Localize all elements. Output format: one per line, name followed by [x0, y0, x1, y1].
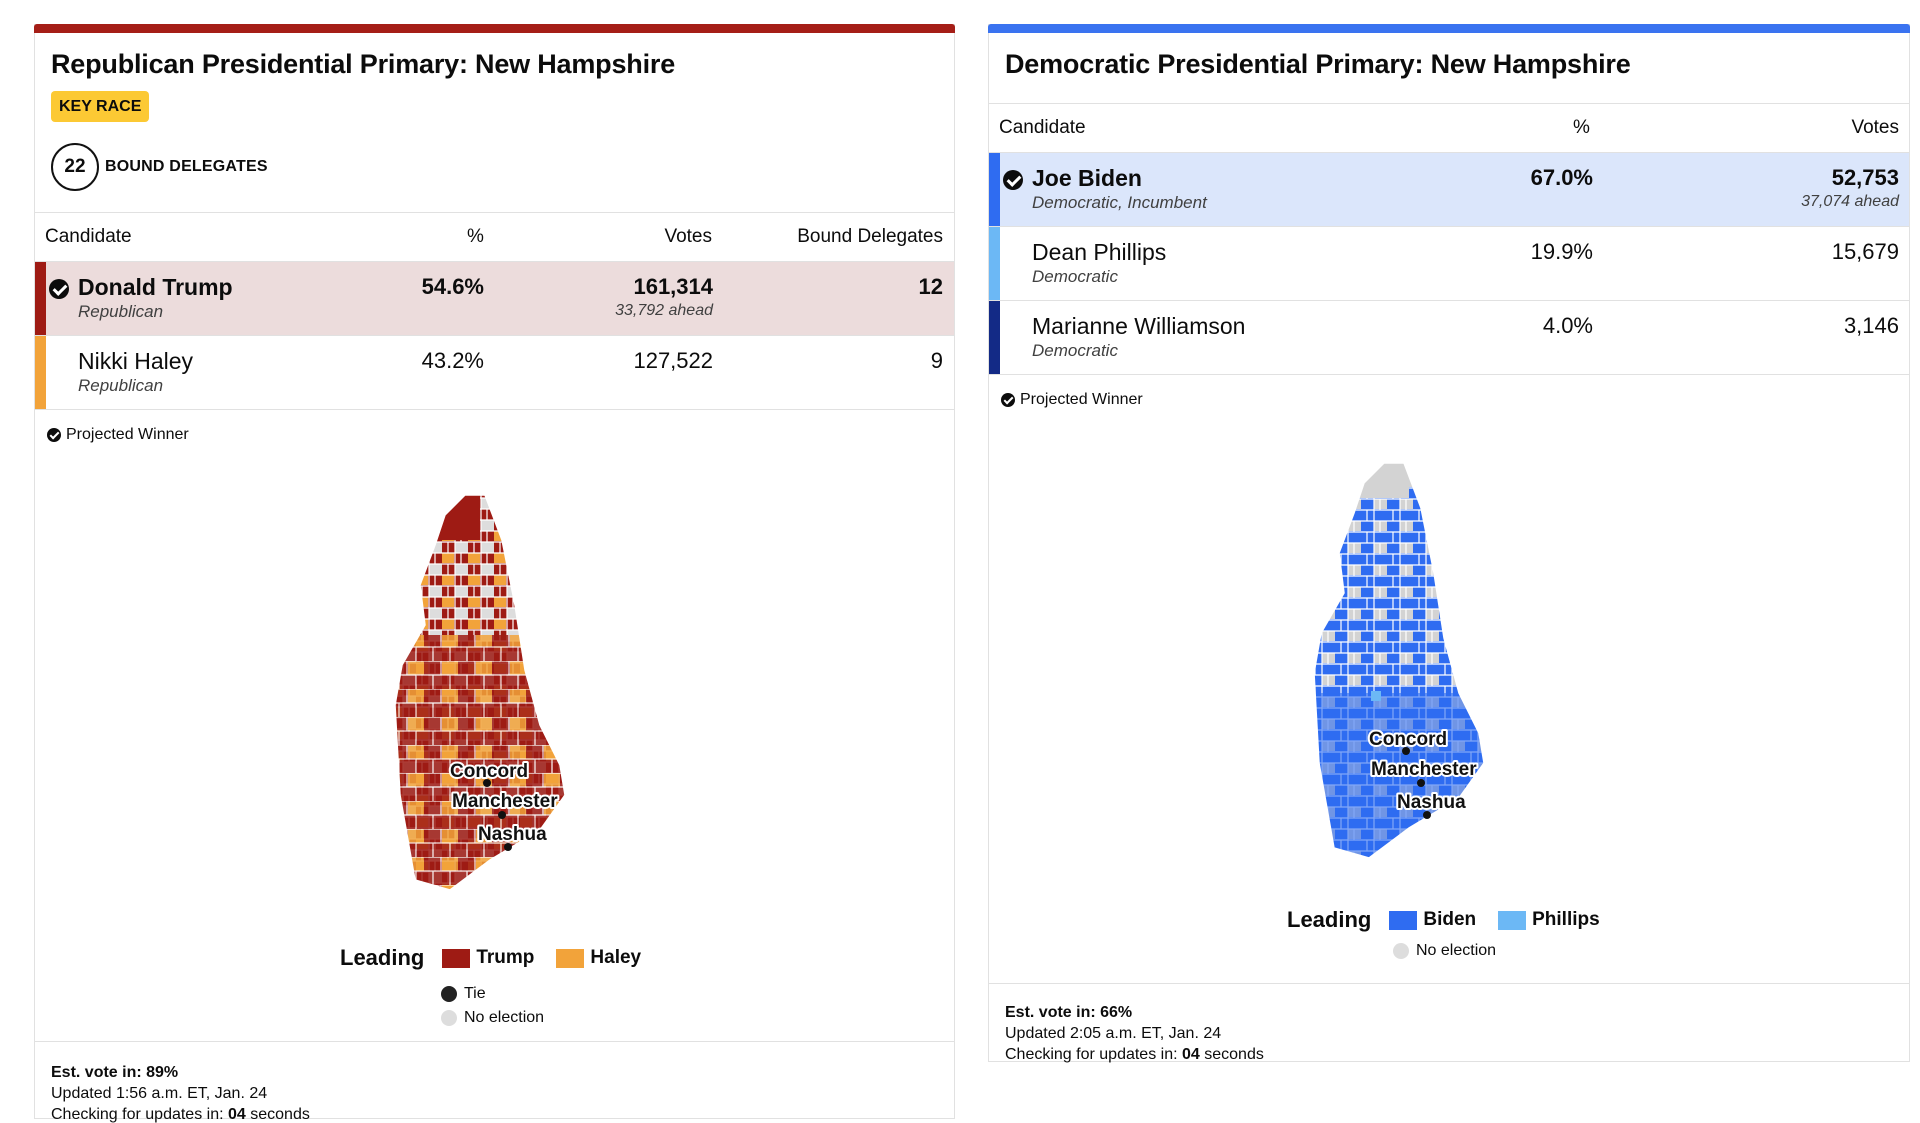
results-table-header: Candidate % Votes [989, 103, 1909, 153]
candidate-party: Democratic, Incumbent [1032, 193, 1207, 212]
map-legend: Leading Biden Phillips [1287, 907, 1622, 933]
candidate-votes: 3,146 [1843, 313, 1899, 338]
candidate-color-stripe [35, 336, 46, 409]
candidate-row-phillips[interactable]: Dean Phillips Democratic 19.9% 15,679 [989, 227, 1909, 301]
democratic-results-panel: Democratic Presidential Primary: New Ham… [988, 24, 1910, 1063]
legend-item-no-election: No election [441, 1006, 544, 1030]
candidate-percent: 54.6% [421, 274, 484, 299]
results-footer: Est. vote in: 89% Updated 1:56 a.m. ET, … [35, 1041, 954, 1123]
legend-item-no-election: No election [1393, 939, 1496, 963]
page-title: Democratic Presidential Primary: New Ham… [1005, 49, 1631, 79]
projected-winner-check-icon [1003, 170, 1023, 190]
candidate-color-stripe [989, 301, 1000, 374]
legend-item-haley: Haley [556, 947, 641, 969]
democratic-accent-bar [988, 24, 1910, 33]
candidate-party: Republican [78, 302, 164, 321]
page-title: Republican Presidential Primary: New Ham… [51, 49, 676, 79]
delegates-count: 22 [51, 143, 99, 191]
candidate-percent: 4.0% [1542, 313, 1593, 338]
update-countdown: Checking for updates in: 04 seconds [1005, 1046, 1264, 1063]
legend-leading-label: Leading [340, 945, 425, 970]
delegates-label: BOUND DELEGATES [105, 158, 268, 175]
republican-accent-bar [34, 24, 955, 33]
candidate-row-trump[interactable]: Donald Trump Republican 54.6% 161,314 33… [35, 262, 954, 336]
column-percent: % [1573, 117, 1590, 138]
column-bound-delegates: Bound Delegates [797, 226, 943, 247]
projected-winner-note: Projected Winner [47, 426, 189, 444]
candidate-percent: 19.9% [1530, 239, 1593, 264]
check-icon [47, 428, 61, 442]
new-hampshire-county-map[interactable]: Concord Manchester Nashua [390, 465, 650, 915]
column-candidate: Candidate [45, 226, 132, 247]
candidate-ahead: 37,074 ahead [1801, 193, 1899, 210]
candidate-name: Marianne Williamson [1032, 313, 1246, 339]
legend-item-trump: Trump [442, 947, 534, 969]
legend-item-biden: Biden [1389, 909, 1476, 931]
map-sublegend: Tie No election [441, 982, 544, 1030]
candidate-party: Democratic [1032, 267, 1118, 286]
candidate-row-biden[interactable]: Joe Biden Democratic, Incumbent 67.0% 52… [989, 153, 1909, 227]
updated-time: Updated 1:56 a.m. ET, Jan. 24 [51, 1085, 268, 1102]
candidate-votes: 161,314 [633, 274, 713, 299]
projected-winner-note: Projected Winner [1001, 391, 1143, 409]
projected-winner-check-icon [49, 279, 69, 299]
projected-winner-label: Projected Winner [66, 426, 189, 443]
candidate-color-stripe [989, 153, 1000, 226]
bound-delegates-summary: 22 BOUND DELEGATES [51, 143, 268, 191]
candidate-votes: 52,753 [1831, 165, 1899, 190]
updated-time: Updated 2:05 a.m. ET, Jan. 24 [1005, 1025, 1222, 1042]
candidate-percent: 43.2% [421, 348, 484, 373]
map-city-manchester: Manchester [1371, 759, 1477, 780]
est-vote-in: Est. vote in: 89% [51, 1064, 179, 1081]
candidate-delegates: 9 [930, 348, 943, 373]
check-icon [1001, 393, 1015, 407]
map-city-concord: Concord [1369, 729, 1447, 750]
map-sublegend: No election [1393, 939, 1496, 963]
candidate-color-stripe [35, 262, 46, 335]
candidate-party: Republican [78, 376, 164, 395]
republican-results-panel: Republican Presidential Primary: New Ham… [34, 24, 955, 1123]
update-countdown: Checking for updates in: 04 seconds [51, 1106, 310, 1123]
legend-leading-label: Leading [1287, 907, 1372, 932]
projected-winner-label: Projected Winner [1020, 391, 1143, 408]
candidate-delegates: 12 [918, 274, 943, 299]
est-vote-in: Est. vote in: 66% [1005, 1004, 1133, 1021]
map-city-nashua: Nashua [478, 824, 547, 845]
candidate-party: Democratic [1032, 341, 1118, 360]
results-footer: Est. vote in: 66% Updated 2:05 a.m. ET, … [989, 983, 1909, 1063]
candidate-name: Joe Biden [1032, 165, 1142, 191]
map-legend: Leading Trump Haley [340, 945, 663, 971]
candidate-votes: 15,679 [1831, 239, 1899, 264]
map-city-manchester: Manchester [452, 791, 558, 812]
candidate-percent: 67.0% [1530, 165, 1593, 190]
column-percent: % [467, 226, 484, 247]
map-city-concord: Concord [450, 761, 528, 782]
candidate-row-haley[interactable]: Nikki Haley Republican 43.2% 127,522 9 [35, 336, 954, 410]
candidate-row-williamson[interactable]: Marianne Williamson Democratic 4.0% 3,14… [989, 301, 1909, 375]
column-votes: Votes [1851, 117, 1899, 138]
candidate-name: Nikki Haley [78, 348, 194, 374]
results-table-header: Candidate % Votes Bound Delegates [35, 212, 954, 262]
key-race-badge: KEY RACE [51, 91, 150, 122]
column-votes: Votes [664, 226, 712, 247]
candidate-name: Donald Trump [78, 274, 233, 300]
candidate-name: Dean Phillips [1032, 239, 1167, 265]
new-hampshire-county-map[interactable]: Concord Manchester Nashua [1309, 433, 1569, 883]
map-city-nashua: Nashua [1397, 792, 1466, 813]
legend-item-tie: Tie [441, 982, 544, 1006]
legend-item-phillips: Phillips [1498, 909, 1600, 931]
column-candidate: Candidate [999, 117, 1086, 138]
candidate-ahead: 33,792 ahead [615, 302, 713, 319]
candidate-color-stripe [989, 227, 1000, 300]
candidate-votes: 127,522 [633, 348, 713, 373]
